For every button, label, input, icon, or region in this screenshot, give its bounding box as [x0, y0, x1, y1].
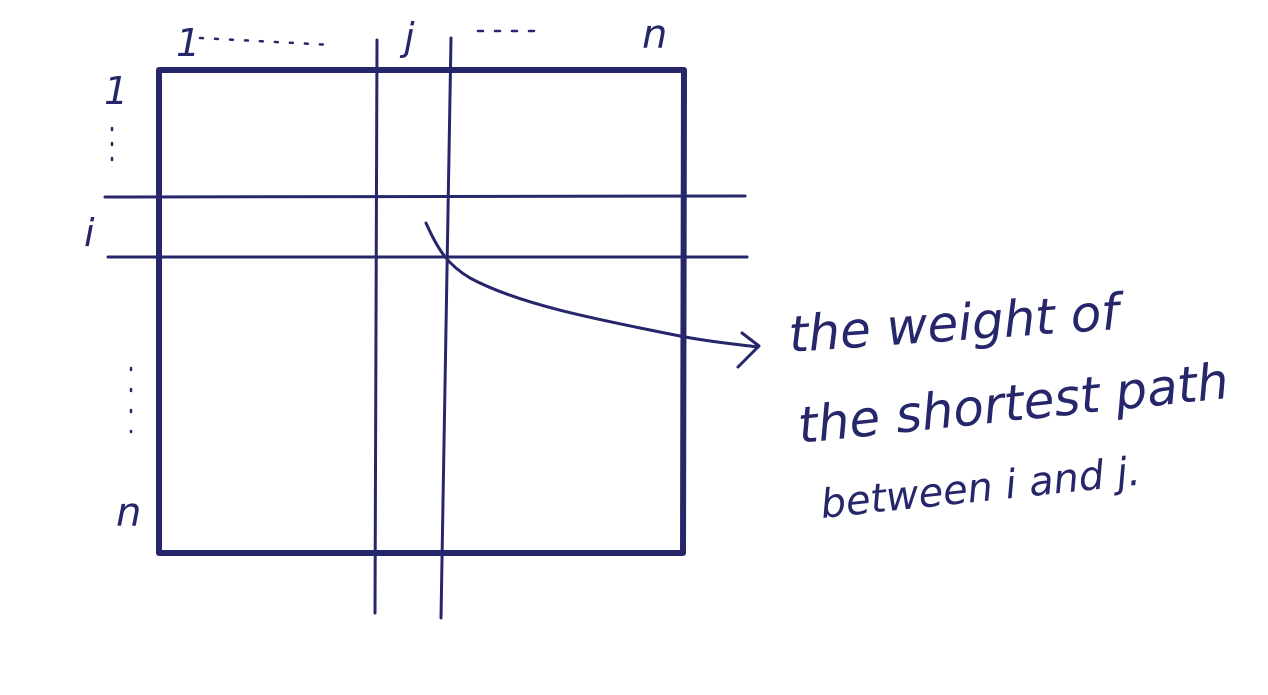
column-j-left-line — [373, 38, 379, 615]
row-i-top-line — [103, 194, 747, 199]
annotation-line-1: the weight of — [787, 283, 1127, 364]
column-ellipsis-left — [198, 36, 334, 47]
annotation-text: the weight of the shortest path between … — [787, 283, 1232, 528]
column-label-n: n — [642, 12, 667, 58]
column-label-j: j — [399, 15, 415, 59]
pointer-arrow — [424, 221, 760, 349]
column-j-right-line — [439, 36, 453, 620]
row-label-1: 1 — [104, 69, 128, 113]
row-label-n: n — [116, 490, 141, 536]
annotation-line-2: the shortest path — [795, 352, 1231, 455]
row-label-i: i — [84, 211, 95, 255]
matrix-border — [156, 67, 687, 556]
pointer-arrowhead — [736, 331, 761, 369]
annotation-line-3: between i and j. — [818, 449, 1142, 528]
column-label-1: 1 — [176, 21, 200, 65]
